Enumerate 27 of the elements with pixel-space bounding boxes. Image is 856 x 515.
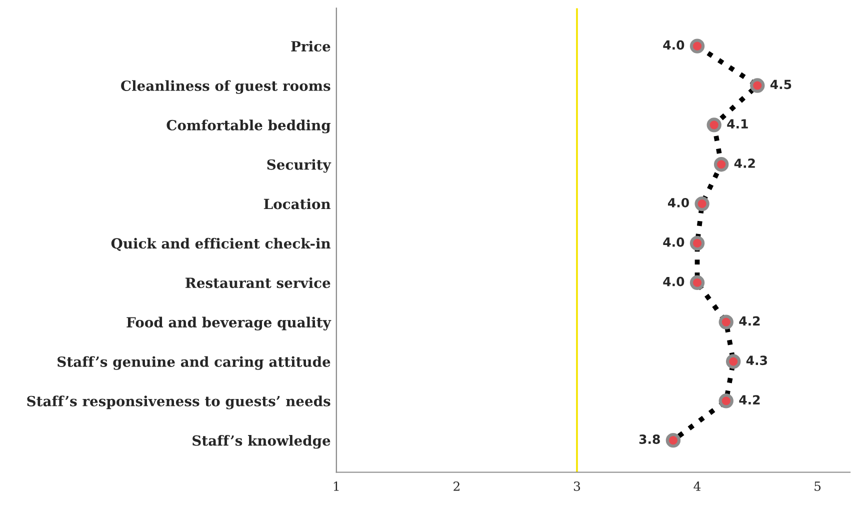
y-tick-label: Staff’s knowledge: [192, 435, 330, 449]
y-tick-label: Quick and efficient check-in: [111, 238, 331, 251]
data-label: 4.0: [663, 40, 684, 50]
y-tick-label: Food and beverage quality: [126, 316, 332, 330]
data-label: 3.8: [639, 434, 660, 444]
data-label: 4.0: [663, 276, 684, 286]
y-tick-label: Staff’s genuine and caring attitude: [58, 356, 330, 370]
x-tick-label: 4: [694, 482, 701, 491]
x-tick-label: 1: [334, 482, 339, 491]
y-tick-label: Staff’s responsiveness to guests’ needs: [27, 396, 330, 410]
data-label: 4.1: [727, 119, 748, 128]
y-tick-label: Restaurant service: [186, 277, 330, 288]
x-tick-label: 3: [574, 482, 580, 491]
x-tick-label: 5: [814, 482, 821, 491]
y-tick-label: Cleanliness of guest rooms: [121, 80, 330, 94]
data-label: 4.2: [739, 395, 760, 404]
data-label: 4.3: [746, 356, 767, 366]
data-label: 4.5: [770, 80, 792, 90]
y-tick-label: Location: [264, 198, 331, 210]
data-label: 4.0: [663, 237, 684, 247]
y-tick-label: Security: [267, 159, 332, 173]
y-tick-label: Comfortable bedding: [166, 120, 331, 134]
data-label: 4.0: [668, 198, 689, 208]
x-tick-label: 2: [454, 482, 460, 491]
data-label: 4.2: [734, 158, 755, 168]
data-label: 4.2: [739, 316, 760, 326]
y-tick-label: Price: [291, 40, 330, 52]
